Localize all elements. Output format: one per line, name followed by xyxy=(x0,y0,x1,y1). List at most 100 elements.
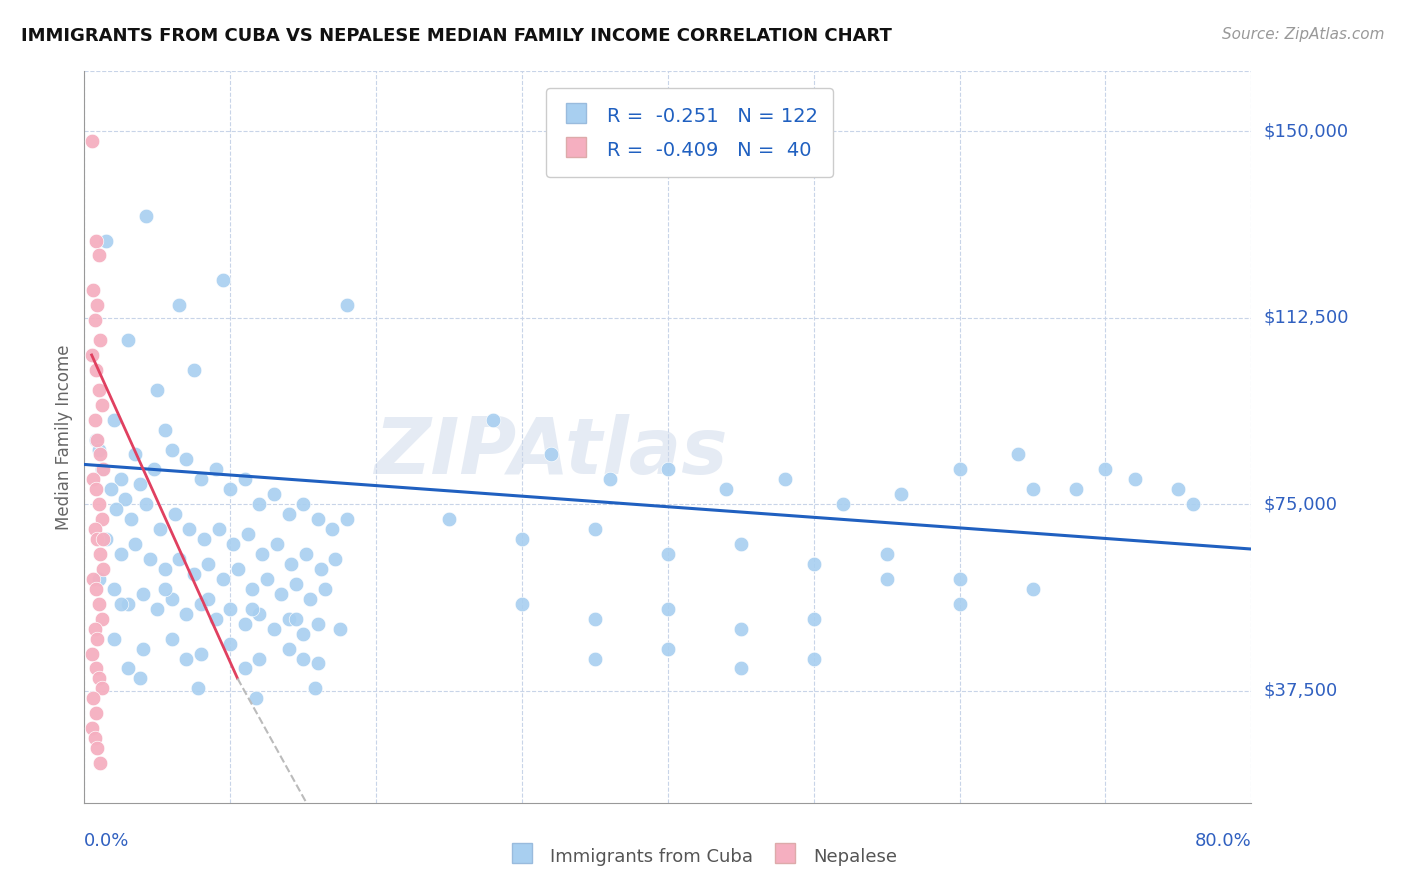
Point xyxy=(82,283,104,297)
Point xyxy=(135,209,157,223)
Point xyxy=(240,601,263,615)
Point xyxy=(176,452,198,467)
Point xyxy=(87,442,110,457)
Legend: Immigrants from Cuba, Nepalese: Immigrants from Cuba, Nepalese xyxy=(502,838,904,874)
Point xyxy=(90,681,112,696)
Point xyxy=(90,612,112,626)
Point xyxy=(117,661,139,675)
Point xyxy=(87,597,110,611)
Point xyxy=(277,612,299,626)
Point xyxy=(83,522,105,536)
Point xyxy=(110,472,132,486)
Point xyxy=(146,601,169,615)
Point xyxy=(247,497,270,511)
Point xyxy=(329,622,352,636)
Point xyxy=(84,661,107,675)
Point xyxy=(183,363,205,377)
Point xyxy=(233,661,256,675)
Point xyxy=(583,522,606,536)
Point xyxy=(80,348,103,362)
Point xyxy=(103,632,125,646)
Point xyxy=(510,532,533,546)
Point xyxy=(87,248,110,262)
Point xyxy=(1123,472,1146,486)
Point xyxy=(277,507,299,521)
Point xyxy=(247,651,270,665)
Point xyxy=(657,547,679,561)
Point xyxy=(540,448,562,462)
Point xyxy=(86,433,108,447)
Point xyxy=(876,572,898,586)
Point xyxy=(204,612,226,626)
Point xyxy=(280,557,302,571)
Point xyxy=(83,412,105,426)
Point xyxy=(307,512,329,526)
Point xyxy=(233,472,256,486)
Point xyxy=(84,363,107,377)
Point xyxy=(599,472,621,486)
Point xyxy=(219,601,242,615)
Point xyxy=(91,532,114,546)
Point xyxy=(583,612,606,626)
Point xyxy=(87,672,110,686)
Point xyxy=(187,681,209,696)
Point xyxy=(277,641,299,656)
Point xyxy=(948,462,970,476)
Point xyxy=(153,562,176,576)
Point xyxy=(270,587,292,601)
Text: $112,500: $112,500 xyxy=(1263,309,1348,326)
Point xyxy=(773,472,796,486)
Point xyxy=(82,472,104,486)
Point xyxy=(89,756,111,770)
Point xyxy=(583,651,606,665)
Point xyxy=(163,507,186,521)
Point xyxy=(124,448,146,462)
Point xyxy=(510,597,533,611)
Point xyxy=(832,497,855,511)
Point xyxy=(110,547,132,561)
Point xyxy=(103,412,125,426)
Point xyxy=(84,582,107,596)
Point xyxy=(91,562,114,576)
Point xyxy=(80,721,103,735)
Point xyxy=(160,442,183,457)
Point xyxy=(167,552,190,566)
Point xyxy=(84,706,107,721)
Point xyxy=(890,487,912,501)
Point xyxy=(948,597,970,611)
Point xyxy=(1007,448,1029,462)
Point xyxy=(222,537,245,551)
Point xyxy=(263,487,285,501)
Point xyxy=(86,632,108,646)
Point xyxy=(83,731,105,745)
Point xyxy=(212,273,235,287)
Point xyxy=(219,636,242,650)
Point xyxy=(876,547,898,561)
Point xyxy=(212,572,235,586)
Point xyxy=(86,741,108,756)
Point xyxy=(803,651,825,665)
Point xyxy=(190,472,212,486)
Point xyxy=(1094,462,1116,476)
Point xyxy=(730,622,752,636)
Point xyxy=(86,532,108,546)
Point xyxy=(193,532,215,546)
Point xyxy=(90,462,112,476)
Point xyxy=(657,462,679,476)
Point xyxy=(160,591,183,606)
Point xyxy=(114,492,136,507)
Point xyxy=(84,483,107,497)
Point xyxy=(252,547,274,561)
Point xyxy=(292,651,315,665)
Point xyxy=(236,527,259,541)
Point xyxy=(83,622,105,636)
Point xyxy=(139,552,162,566)
Point xyxy=(336,512,359,526)
Point xyxy=(321,522,343,536)
Point xyxy=(292,626,315,640)
Point xyxy=(207,522,229,536)
Point xyxy=(143,462,166,476)
Point xyxy=(657,641,679,656)
Point xyxy=(167,298,190,312)
Point xyxy=(80,134,103,148)
